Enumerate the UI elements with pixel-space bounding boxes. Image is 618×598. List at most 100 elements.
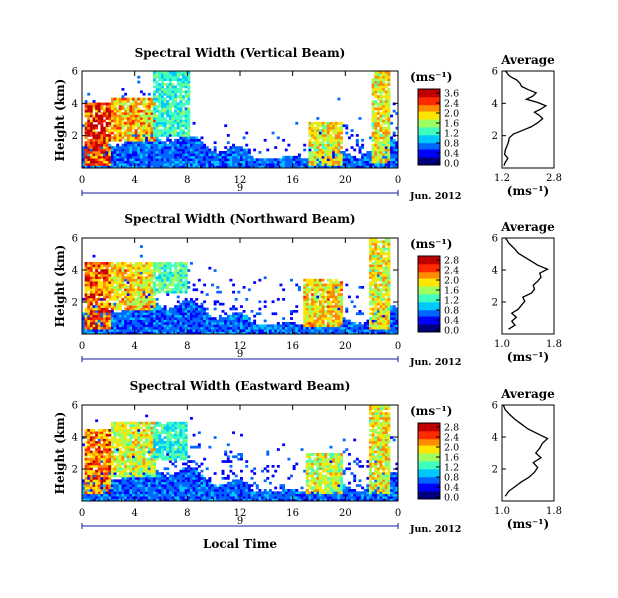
heatmap-cell — [150, 97, 154, 101]
heatmap-cell — [95, 329, 99, 332]
heatmap-cell — [113, 421, 117, 425]
heatmap-cell — [113, 119, 117, 123]
heatmap-cell — [182, 85, 185, 89]
heatmap-cell — [340, 121, 343, 125]
heatmap-cell — [89, 460, 93, 463]
heatmap-cell — [342, 317, 346, 320]
heatmap-cell — [358, 146, 362, 149]
heatmap-cell — [129, 429, 133, 432]
heatmap-cell — [84, 453, 88, 456]
heatmap-cell — [158, 124, 162, 128]
heatmap-cell — [158, 165, 162, 168]
heatmap-cell — [284, 148, 288, 152]
heatmap-cell — [379, 163, 383, 166]
heatmap-cell — [326, 326, 330, 330]
heatmap-cell — [247, 317, 251, 320]
heatmap-cell — [319, 160, 322, 164]
heatmap-cell — [116, 276, 120, 280]
heatmap-cell — [382, 331, 386, 334]
heatmap-cell — [300, 158, 304, 162]
heatmap-cell — [376, 326, 380, 330]
heatmap-cell — [129, 467, 133, 471]
heatmap-cell — [213, 146, 217, 149]
heatmap-cell — [311, 319, 315, 323]
heatmap-cell — [163, 83, 167, 86]
heatmap-cell — [319, 281, 322, 284]
heatmap-cell — [95, 104, 99, 108]
heatmap-cell — [118, 112, 122, 115]
heatmap-cell — [108, 326, 112, 330]
heatmap-cell — [224, 312, 228, 316]
heatmap-cell — [379, 322, 383, 325]
heatmap-cell — [308, 160, 312, 164]
heatmap-cell — [371, 102, 375, 106]
heatmap-cell — [189, 319, 193, 323]
heatmap-cell — [147, 262, 151, 265]
heatmap-cell — [145, 136, 149, 140]
heatmap-cell — [147, 300, 151, 304]
heatmap-cell — [329, 290, 333, 294]
heatmap-cell — [121, 429, 125, 432]
heatmap-cell — [282, 288, 286, 292]
heatmap-cell — [382, 281, 386, 284]
heatmap-cell — [176, 331, 180, 334]
heatmap-cell — [105, 286, 109, 289]
heatmap-cell — [382, 151, 386, 154]
heatmap-cell — [113, 146, 117, 149]
heatmap-cell — [361, 331, 365, 334]
heatmap-cell — [369, 317, 372, 320]
heatmap-cell — [366, 331, 370, 334]
heatmap-cell — [395, 160, 398, 164]
heatmap-cell — [139, 117, 143, 120]
heatmap-cell — [387, 117, 391, 120]
heatmap-cell — [374, 95, 378, 98]
heatmap-cell — [95, 160, 99, 164]
heatmap-cell — [366, 163, 370, 166]
heatmap-cell — [192, 307, 196, 311]
heatmap-cell — [176, 290, 180, 294]
heatmap-cell — [121, 477, 125, 480]
heatmap-cell — [187, 329, 191, 332]
heatmap-cell — [321, 314, 325, 318]
heatmap-cell — [316, 300, 320, 304]
heatmap-cell — [179, 331, 183, 334]
heatmap-cell — [192, 322, 196, 325]
heatmap-cell — [255, 160, 259, 164]
heatmap-cell — [250, 322, 254, 325]
heatmap-cell — [121, 102, 125, 106]
heatmap-cell — [189, 148, 193, 152]
heatmap-cell — [232, 158, 236, 162]
heatmap-cell — [84, 472, 88, 475]
heatmap-cell — [374, 312, 378, 316]
heatmap-cell — [374, 259, 378, 263]
heatmap-cell — [110, 441, 114, 444]
heatmap-cell — [279, 160, 283, 164]
heatmap-cell — [376, 78, 380, 81]
heatmap-cell — [200, 317, 204, 320]
heatmap-cell — [142, 165, 146, 168]
heatmap-cell — [145, 119, 149, 123]
heatmap-cell — [158, 138, 162, 142]
heatmap-cell — [374, 314, 378, 318]
heatmap-cell — [129, 312, 133, 316]
heatmap-cell — [132, 326, 135, 330]
heatmap-cell — [126, 474, 130, 478]
heatmap-cell — [163, 121, 167, 125]
heatmap-cell — [132, 305, 135, 308]
heatmap-cell — [276, 165, 280, 168]
heatmap-cell — [92, 126, 96, 130]
heatmap-cell — [342, 326, 346, 330]
heatmap-cell — [311, 124, 315, 128]
heatmap-cell — [379, 155, 383, 159]
y-tick-label: 4 — [72, 99, 78, 110]
heatmap-cell — [161, 114, 164, 118]
heatmap-cell — [153, 305, 157, 308]
heatmap-cell — [126, 293, 130, 296]
heatmap-cell — [176, 295, 180, 299]
heatmap-cell — [108, 283, 112, 287]
heatmap-cell — [387, 163, 391, 166]
heatmap-cell — [100, 322, 104, 325]
heatmap-cell — [126, 269, 130, 272]
heatmap-cell — [174, 319, 178, 323]
heatmap-cell — [103, 295, 106, 299]
